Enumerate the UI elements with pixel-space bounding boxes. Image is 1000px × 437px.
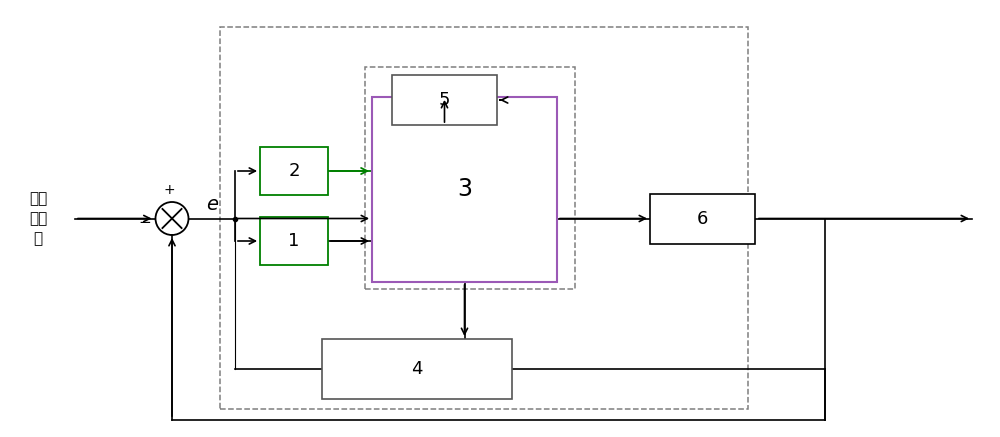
Text: 预设
静压
値: 预设 静压 値 [29,191,47,246]
Bar [365,67,575,289]
Text: 2: 2 [288,162,300,180]
Bar [650,194,755,244]
Text: 1: 1 [288,232,300,250]
Text: −: − [138,215,151,230]
Text: 4: 4 [411,360,423,378]
Bar [322,339,512,399]
Bar [220,27,748,409]
Bar [392,75,497,125]
Text: e: e [207,195,218,214]
Text: 3: 3 [457,177,472,201]
Text: 5: 5 [439,91,450,109]
Text: +: + [163,184,175,198]
Bar [260,147,328,195]
Text: 6: 6 [697,210,708,228]
Bar [372,97,557,282]
Bar [260,217,328,265]
